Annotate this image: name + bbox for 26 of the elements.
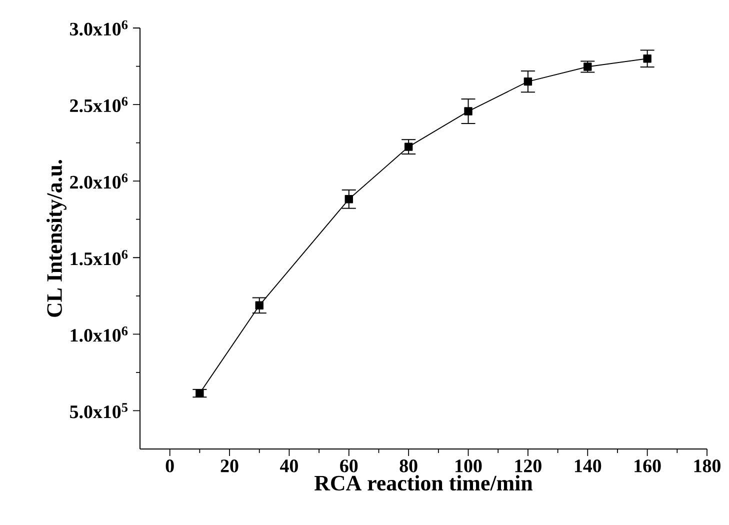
point: [255, 301, 264, 310]
x-tick-label: 120: [515, 460, 542, 472]
y-tick-label: 2.5x10$^{6}$: [70, 96, 128, 112]
x-tick-label: 40: [280, 460, 298, 472]
y-axis-title: CL Intensity/a.u.: [46, 160, 66, 317]
x-tick-label: 80: [400, 460, 418, 472]
y-tick-label: 5.0x10$^{5}$: [70, 403, 128, 418]
y-tick-label: 1.5x10$^{6}$: [70, 250, 128, 266]
point: [344, 195, 353, 204]
point: [643, 54, 652, 63]
point: [404, 142, 413, 151]
y-tick-label: 1.0x10$^{6}$: [70, 326, 128, 342]
x-tick-label: 160: [634, 460, 661, 472]
x-tick-label: 180: [694, 460, 720, 472]
x-tick-label: 20: [220, 460, 238, 472]
y-tick-label: 3.0x10$^{6}$: [70, 20, 128, 36]
x-tick-label: 60: [340, 460, 358, 472]
x-tick-label: 0: [166, 460, 174, 472]
x-axis-title: RCA reaction time/min: [314, 475, 533, 491]
x-tick-label: 100: [456, 460, 482, 472]
point: [584, 62, 592, 71]
y-tick-label: 2.0x10$^{6}$: [70, 173, 128, 189]
point: [464, 107, 472, 116]
point: [524, 77, 532, 86]
point: [196, 389, 204, 398]
x-tick-label: 140: [574, 460, 602, 472]
